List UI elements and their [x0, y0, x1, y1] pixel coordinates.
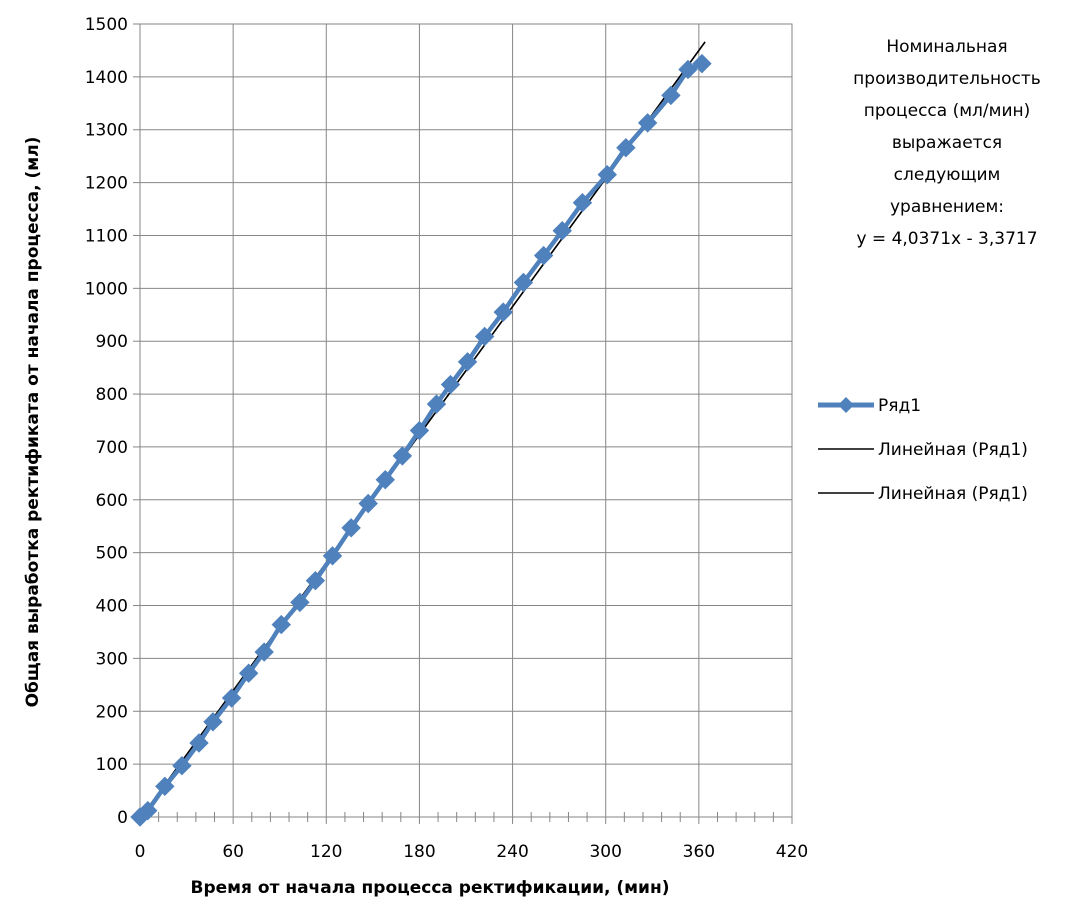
x-axis-title: Время от начала процесса ректификации, (… — [191, 878, 670, 898]
data-point — [572, 192, 593, 213]
tick-labels: 0100200300400500600700800900100011001200… — [85, 15, 808, 862]
y-tick-label: 100 — [96, 755, 128, 775]
data-point — [409, 420, 430, 441]
y-tick-label: 1500 — [85, 15, 128, 35]
legend-swatch-marker — [838, 397, 854, 413]
data-point — [513, 272, 534, 293]
y-tick-label: 800 — [96, 385, 128, 405]
y-tick-label: 600 — [96, 491, 128, 511]
data-point — [375, 470, 395, 490]
data-point — [392, 446, 413, 466]
axes — [133, 23, 793, 824]
data-point — [358, 493, 378, 514]
data-point — [341, 518, 361, 538]
data-point — [440, 374, 461, 395]
data-point — [474, 326, 495, 347]
legend-label: Линейная (Ряд1) — [878, 440, 1028, 460]
data-point — [322, 546, 343, 566]
x-tick-label: 300 — [589, 842, 621, 862]
legend-label: Ряд1 — [878, 396, 921, 416]
data-point — [457, 352, 478, 372]
y-tick-label: 400 — [96, 597, 128, 617]
annotation-line: производительность — [853, 69, 1041, 89]
x-tick-label: 0 — [135, 842, 146, 862]
x-tick-label: 420 — [776, 842, 808, 862]
data-series — [130, 53, 712, 827]
annotation-line: Номинальная — [886, 37, 1007, 57]
y-tick-label: 300 — [96, 649, 128, 669]
y-tick-label: 1100 — [85, 226, 128, 246]
legend: Ряд1 Линейная (Ряд1) Линейная (Ряд1) — [818, 396, 1028, 504]
data-point — [238, 663, 259, 683]
y-axis-title: Общая выработка ректификата от начала пр… — [23, 137, 43, 708]
data-point — [637, 113, 658, 133]
annotation-line: y = 4,0371x - 3,3717 — [856, 229, 1037, 249]
y-tick-label: 1200 — [85, 174, 128, 194]
annotation-line: процесса (мл/мин) — [864, 101, 1031, 121]
grid — [139, 23, 793, 818]
data-point — [189, 733, 209, 753]
data-point — [271, 614, 291, 635]
series-line — [138, 61, 703, 819]
data-point — [678, 59, 698, 80]
x-tick-label: 240 — [496, 842, 528, 862]
data-point — [692, 53, 712, 74]
data-point — [172, 756, 192, 776]
x-tick-label: 60 — [222, 842, 244, 862]
plot-border — [139, 23, 793, 818]
y-tick-label: 200 — [96, 702, 128, 722]
y-tick-label: 1400 — [85, 68, 128, 88]
data-point — [221, 688, 242, 708]
x-tick-label: 360 — [683, 842, 715, 862]
data-point — [254, 642, 274, 662]
data-point — [426, 394, 447, 414]
x-tick-label: 120 — [310, 842, 342, 862]
data-point — [597, 164, 617, 185]
y-tick-label: 1300 — [85, 121, 128, 141]
data-point — [290, 592, 310, 613]
legend-label: Линейная (Ряд1) — [878, 484, 1028, 504]
annotation-line: выражается — [892, 133, 1002, 153]
equation-annotation: Номинальная производительность процесса (м… — [853, 37, 1041, 249]
annotation-line: следующим — [894, 165, 1001, 185]
annotation-line: уравнением: — [890, 197, 1004, 217]
data-point — [552, 221, 572, 241]
data-point — [533, 245, 554, 266]
data-point — [155, 776, 175, 797]
y-tick-label: 700 — [96, 438, 128, 458]
y-tick-label: 0 — [117, 808, 128, 828]
data-point — [138, 800, 158, 821]
y-tick-label: 900 — [96, 332, 128, 352]
y-tick-label: 1000 — [85, 279, 128, 299]
y-tick-label: 500 — [96, 544, 128, 564]
data-point — [493, 302, 513, 322]
x-tick-label: 180 — [403, 842, 435, 862]
data-point — [661, 85, 681, 106]
data-point — [616, 138, 636, 158]
data-point — [305, 570, 326, 591]
data-point — [203, 712, 223, 732]
